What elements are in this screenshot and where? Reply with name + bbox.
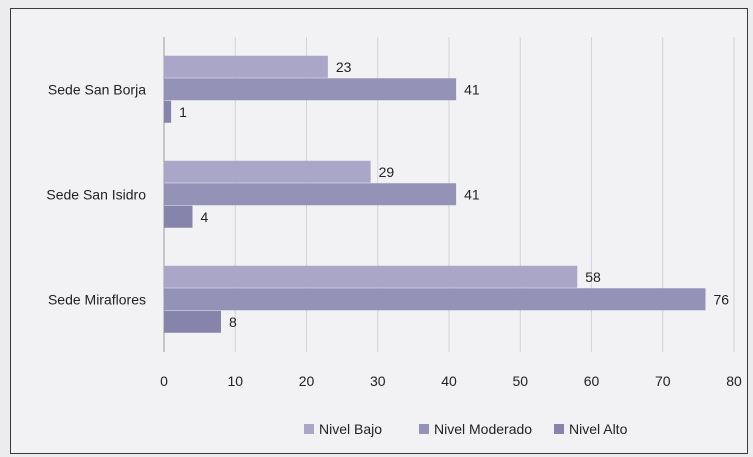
x-tick-label: 30	[370, 373, 386, 389]
x-tick-label: 20	[299, 373, 315, 389]
data-labels: 23 41 1 29 41 4 58 76 8	[179, 59, 729, 330]
x-tick-label: 80	[726, 373, 742, 389]
x-tick-label: 40	[441, 373, 457, 389]
data-label: 4	[201, 209, 209, 225]
data-label: 41	[464, 82, 480, 98]
bar	[164, 265, 578, 288]
bar	[164, 288, 706, 311]
bar	[164, 78, 457, 101]
bar	[164, 160, 371, 183]
data-label: 76	[714, 292, 730, 308]
bar	[164, 205, 193, 228]
data-label: 1	[179, 104, 187, 120]
chart-frame: 23 41 1 29 41 4 58 76 8 Sede San Borja Sede San I…	[10, 8, 748, 454]
bar	[164, 55, 328, 78]
category-label: Sede Miraflores	[48, 292, 146, 308]
category-labels: Sede San Borja Sede San Isidro Sede Mirafl…	[46, 82, 146, 308]
data-label: 23	[336, 59, 352, 75]
category-label: Sede San Isidro	[46, 187, 146, 203]
legend-label: Nivel Moderado	[434, 421, 532, 437]
category-label: Sede San Borja	[48, 82, 146, 98]
legend-swatch	[554, 424, 564, 434]
legend-swatch	[304, 424, 314, 434]
legend-label: Nivel Alto	[569, 421, 628, 437]
data-label: 58	[585, 269, 601, 285]
x-tick-label: 10	[227, 373, 243, 389]
bar-chart: 23 41 1 29 41 4 58 76 8 Sede San Borja Sede San I…	[46, 37, 742, 437]
bar	[164, 310, 221, 333]
legend: Nivel Bajo Nivel Moderado Nivel Alto	[304, 421, 628, 437]
data-label: 8	[229, 314, 237, 330]
x-tick-label: 60	[584, 373, 600, 389]
x-axis-ticks: 0 10 20 30 40 50 60 70 80	[160, 373, 742, 389]
data-label: 29	[379, 164, 395, 180]
x-tick-label: 50	[512, 373, 528, 389]
bar	[164, 100, 172, 123]
bars	[164, 55, 706, 333]
x-tick-label: 0	[160, 373, 168, 389]
bar	[164, 183, 457, 206]
data-label: 41	[464, 187, 480, 203]
legend-swatch	[419, 424, 429, 434]
legend-label: Nivel Bajo	[319, 421, 382, 437]
x-tick-label: 70	[655, 373, 671, 389]
